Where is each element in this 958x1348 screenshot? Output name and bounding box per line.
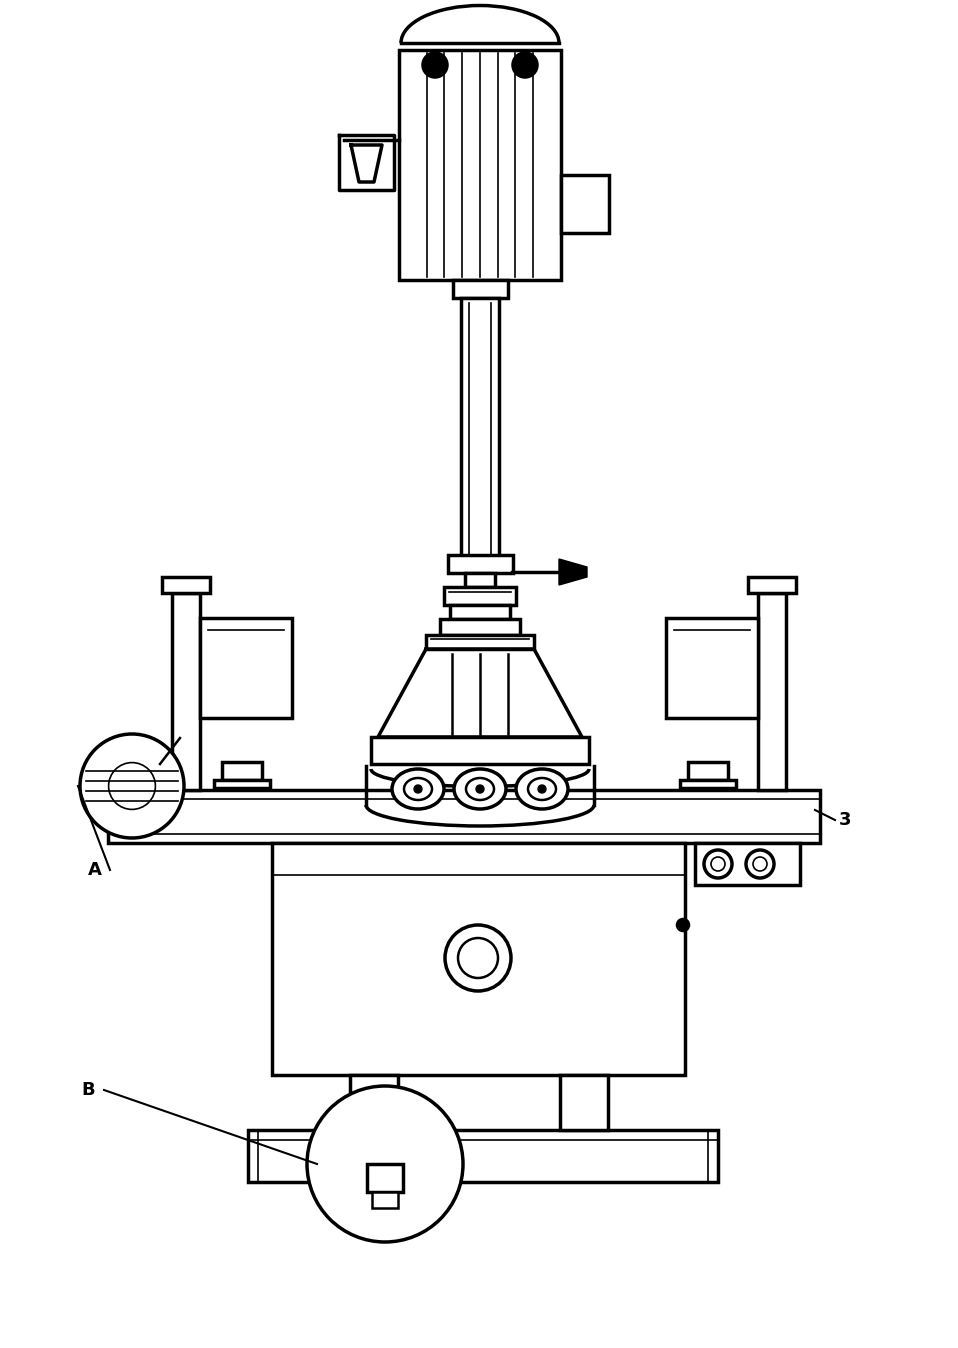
Polygon shape	[351, 146, 382, 182]
Bar	[108, 790, 820, 842]
Bar	[248, 1130, 718, 1182]
Ellipse shape	[404, 778, 432, 799]
Bar	[214, 780, 270, 789]
Circle shape	[746, 851, 774, 878]
Circle shape	[538, 785, 546, 793]
Bar	[222, 762, 262, 780]
Ellipse shape	[528, 778, 556, 799]
Bar	[748, 577, 796, 593]
Polygon shape	[559, 559, 587, 585]
Bar	[680, 780, 736, 789]
Bar	[448, 555, 513, 573]
Bar	[450, 605, 510, 619]
Bar	[350, 1074, 398, 1130]
Circle shape	[513, 53, 537, 77]
Bar	[758, 593, 786, 790]
Text: 3: 3	[839, 811, 852, 829]
Polygon shape	[378, 648, 582, 737]
Bar	[371, 737, 589, 764]
Ellipse shape	[454, 768, 506, 809]
Polygon shape	[339, 135, 394, 190]
Circle shape	[423, 53, 447, 77]
Bar	[561, 175, 609, 233]
Circle shape	[414, 785, 422, 793]
Bar	[560, 1074, 608, 1130]
Bar	[440, 619, 520, 635]
Bar	[461, 298, 499, 559]
Circle shape	[476, 785, 484, 793]
Bar	[453, 280, 508, 298]
Bar	[367, 1165, 403, 1192]
Bar	[465, 573, 495, 586]
Circle shape	[704, 851, 732, 878]
Bar	[695, 842, 800, 886]
Bar	[666, 617, 758, 718]
Ellipse shape	[516, 768, 568, 809]
Bar	[444, 586, 516, 605]
Bar	[172, 593, 200, 790]
Bar	[399, 50, 561, 280]
Circle shape	[458, 938, 498, 979]
Text: B: B	[81, 1081, 95, 1099]
Bar	[372, 1192, 398, 1208]
Ellipse shape	[392, 768, 444, 809]
Ellipse shape	[466, 778, 494, 799]
Text: A: A	[88, 861, 102, 879]
Circle shape	[753, 857, 767, 871]
Bar	[162, 577, 210, 593]
Circle shape	[445, 925, 511, 991]
Bar	[688, 762, 728, 780]
Circle shape	[307, 1086, 463, 1242]
Circle shape	[80, 735, 184, 838]
Bar	[426, 635, 534, 648]
Bar	[272, 842, 685, 1074]
Circle shape	[108, 763, 155, 809]
Circle shape	[711, 857, 725, 871]
Circle shape	[677, 919, 689, 931]
Bar	[200, 617, 292, 718]
